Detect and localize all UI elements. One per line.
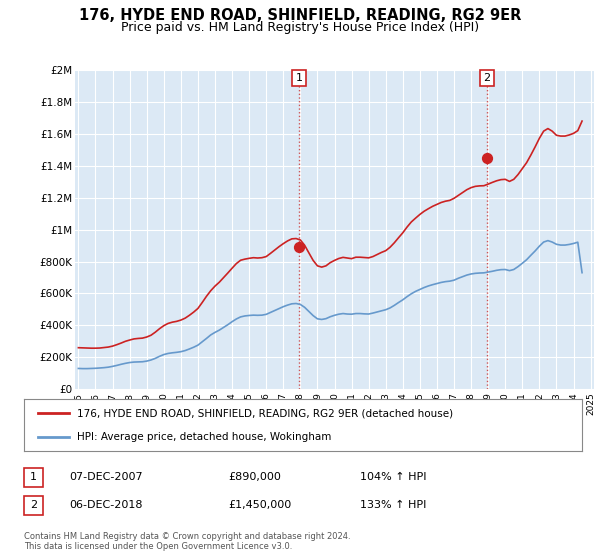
Text: HPI: Average price, detached house, Wokingham: HPI: Average price, detached house, Woki… xyxy=(77,432,331,442)
Text: 133% ↑ HPI: 133% ↑ HPI xyxy=(360,500,427,510)
Text: £1,450,000: £1,450,000 xyxy=(228,500,291,510)
Text: £890,000: £890,000 xyxy=(228,472,281,482)
Text: 1: 1 xyxy=(295,73,302,83)
Text: 1: 1 xyxy=(30,472,37,482)
Text: Price paid vs. HM Land Registry's House Price Index (HPI): Price paid vs. HM Land Registry's House … xyxy=(121,21,479,34)
Point xyxy=(294,242,304,251)
Text: 06-DEC-2018: 06-DEC-2018 xyxy=(69,500,143,510)
Point xyxy=(482,153,491,162)
Text: Contains HM Land Registry data © Crown copyright and database right 2024.
This d: Contains HM Land Registry data © Crown c… xyxy=(24,532,350,552)
Text: 07-DEC-2007: 07-DEC-2007 xyxy=(69,472,143,482)
Text: 176, HYDE END ROAD, SHINFIELD, READING, RG2 9ER (detached house): 176, HYDE END ROAD, SHINFIELD, READING, … xyxy=(77,408,453,418)
Text: 176, HYDE END ROAD, SHINFIELD, READING, RG2 9ER: 176, HYDE END ROAD, SHINFIELD, READING, … xyxy=(79,8,521,24)
Text: 2: 2 xyxy=(483,73,490,83)
Text: 104% ↑ HPI: 104% ↑ HPI xyxy=(360,472,427,482)
Text: 2: 2 xyxy=(30,500,37,510)
